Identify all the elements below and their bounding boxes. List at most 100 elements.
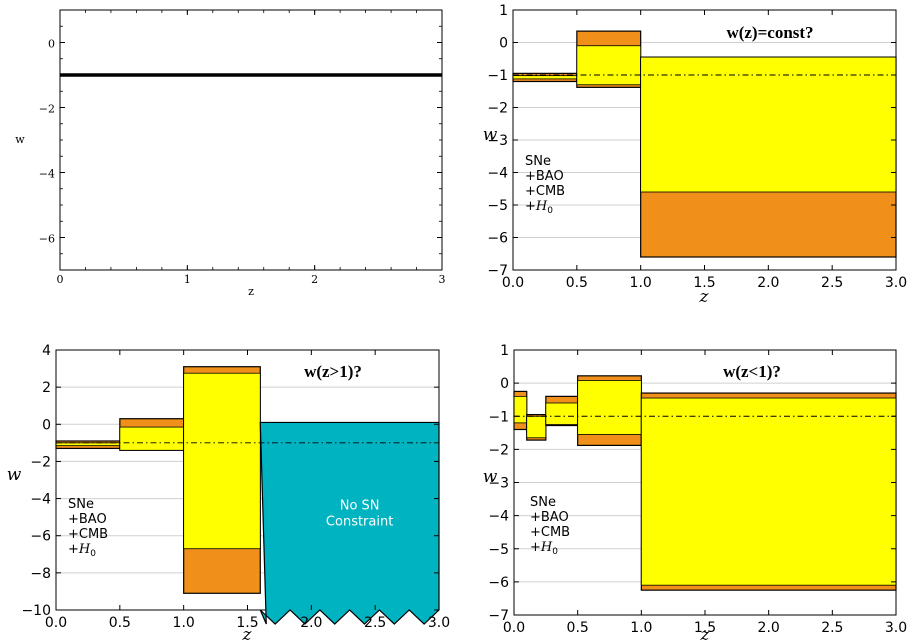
y-tick-label: −1 bbox=[488, 409, 509, 425]
y-tick-label: −5 bbox=[487, 198, 508, 214]
annotation-line: SNe bbox=[525, 154, 551, 169]
inner-band bbox=[526, 415, 547, 439]
annotation-line: +CMB bbox=[68, 527, 108, 542]
constraint-bin bbox=[513, 390, 528, 431]
unconstrained-label: No SN bbox=[340, 499, 380, 514]
y-tick-label: −6 bbox=[487, 231, 508, 247]
x-tick-label: 2.0 bbox=[758, 620, 780, 636]
y-tick-label: −6 bbox=[488, 575, 509, 591]
annotation-line: +H0 bbox=[530, 540, 558, 557]
y-tick-label: −4 bbox=[487, 166, 508, 182]
constraint-bin bbox=[640, 56, 897, 258]
x-tick-label: 3 bbox=[439, 273, 446, 286]
xlabel: z bbox=[242, 625, 253, 642]
x-tick-label: 0.0 bbox=[45, 615, 67, 631]
constraint-bin bbox=[640, 392, 897, 591]
x-tick-label: 1.5 bbox=[236, 615, 258, 631]
x-tick-label: 1.0 bbox=[630, 275, 652, 291]
annotation-line: +H0 bbox=[68, 542, 96, 559]
x-tick-label: 2.0 bbox=[757, 275, 779, 291]
unconstrained-label: Constraint bbox=[326, 515, 393, 530]
y-tick-label: −4 bbox=[39, 168, 55, 181]
y-tick-label: −8 bbox=[30, 566, 51, 582]
panel-title: w(z<1)? bbox=[723, 362, 781, 381]
xlabel: z bbox=[699, 287, 710, 307]
x-tick-label: 0.0 bbox=[502, 275, 524, 291]
panel-w-zlt1: w(z<1)? w z SNe+BAO+CMB+H0 0.0 0.5 1.0 1.5 2… bbox=[483, 343, 907, 642]
y-tick-label: 0 bbox=[42, 417, 51, 433]
x-tick-label: 2 bbox=[311, 273, 318, 286]
y-tick-label: −6 bbox=[39, 233, 55, 246]
constraint-bin bbox=[576, 30, 642, 88]
y-tick-label: −5 bbox=[488, 542, 509, 558]
y-tick-label: 0 bbox=[499, 36, 508, 52]
inner-band bbox=[119, 426, 185, 451]
annotation-line: SNe bbox=[68, 497, 94, 512]
dataset-annotation: SNe+BAO+CMB+H0 bbox=[525, 154, 565, 216]
y-tick-label: 2 bbox=[42, 380, 51, 396]
x-tick-label: 1.5 bbox=[693, 275, 715, 291]
unconstrained-region bbox=[259, 421, 440, 625]
ylabel: w bbox=[15, 133, 25, 146]
x-tick-label: 2.5 bbox=[821, 275, 843, 291]
y-tick-label: −6 bbox=[30, 529, 51, 545]
panel-w-vs-z-line: w z 0 1 2 3 0 −2 −4 −6 bbox=[15, 9, 446, 298]
y-tick-label: 1 bbox=[499, 3, 508, 19]
y-tick-label: −4 bbox=[30, 492, 51, 508]
y-tick-label: 0 bbox=[48, 38, 55, 51]
y-tick-label: −7 bbox=[487, 263, 508, 279]
x-tick-label: 1.0 bbox=[173, 615, 195, 631]
x-tick-label: 1 bbox=[184, 273, 191, 286]
annotation-line: +H0 bbox=[525, 199, 553, 216]
annotation-line: SNe bbox=[530, 495, 556, 510]
x-tick-label: 0.5 bbox=[567, 620, 589, 636]
inner-band bbox=[545, 402, 579, 425]
inner-band bbox=[640, 56, 897, 193]
x-tick-label: 0.0 bbox=[503, 620, 525, 636]
constraint-bin bbox=[183, 366, 261, 594]
annotation-line: +CMB bbox=[525, 184, 565, 199]
ylabel: w bbox=[483, 125, 498, 145]
y-tick-label: −2 bbox=[488, 442, 509, 458]
constraint-bin bbox=[526, 413, 547, 441]
y-tick-label: −1 bbox=[487, 68, 508, 84]
x-tick-label: 1.0 bbox=[630, 620, 652, 636]
y-tick-label: −4 bbox=[488, 509, 509, 525]
inner-band bbox=[577, 380, 642, 435]
annotation-line: +BAO bbox=[530, 510, 569, 525]
panel-w-const: w(z)=const? w z SNe+BAO+CMB+H0 0.0 0.5 1.0… bbox=[483, 3, 907, 307]
inner-band bbox=[576, 45, 642, 86]
inner-band bbox=[513, 395, 528, 424]
y-tick-label: −3 bbox=[488, 476, 509, 492]
y-tick-label: 1 bbox=[500, 343, 509, 359]
constraint-bin bbox=[577, 375, 642, 446]
dataset-annotation: SNe+BAO+CMB+H0 bbox=[530, 495, 570, 557]
inner-band bbox=[183, 372, 261, 550]
panel-title: w(z>1)? bbox=[304, 362, 362, 381]
dataset-annotation: SNe+BAO+CMB+H0 bbox=[68, 497, 108, 559]
constraint-bin bbox=[545, 395, 579, 427]
y-tick-label: 0 bbox=[500, 376, 509, 392]
x-tick-label: 0.5 bbox=[109, 615, 131, 631]
annotation-line: +CMB bbox=[530, 525, 570, 540]
y-tick-label: 4 bbox=[42, 343, 51, 359]
ylabel: w bbox=[7, 465, 22, 485]
x-tick-label: 0.5 bbox=[566, 275, 588, 291]
x-tick-label: 3.0 bbox=[885, 620, 907, 636]
x-tick-label: 2.0 bbox=[300, 615, 322, 631]
panel-title: w(z)=const? bbox=[726, 23, 813, 42]
ylabel: w bbox=[483, 467, 498, 487]
x-tick-label: 3.0 bbox=[885, 275, 907, 291]
y-tick-label: −3 bbox=[487, 133, 508, 149]
inner-band bbox=[512, 75, 578, 80]
inner-band bbox=[640, 397, 897, 586]
x-tick-label: 2.5 bbox=[821, 620, 843, 636]
y-tick-label: −2 bbox=[39, 103, 55, 116]
y-tick-label: −2 bbox=[487, 101, 508, 117]
y-tick-label: −7 bbox=[488, 608, 509, 624]
y-tick-label: −2 bbox=[30, 454, 51, 470]
annotation-line: +BAO bbox=[68, 512, 107, 527]
xlabel: z bbox=[700, 625, 711, 642]
constraint-bin bbox=[119, 418, 185, 451]
